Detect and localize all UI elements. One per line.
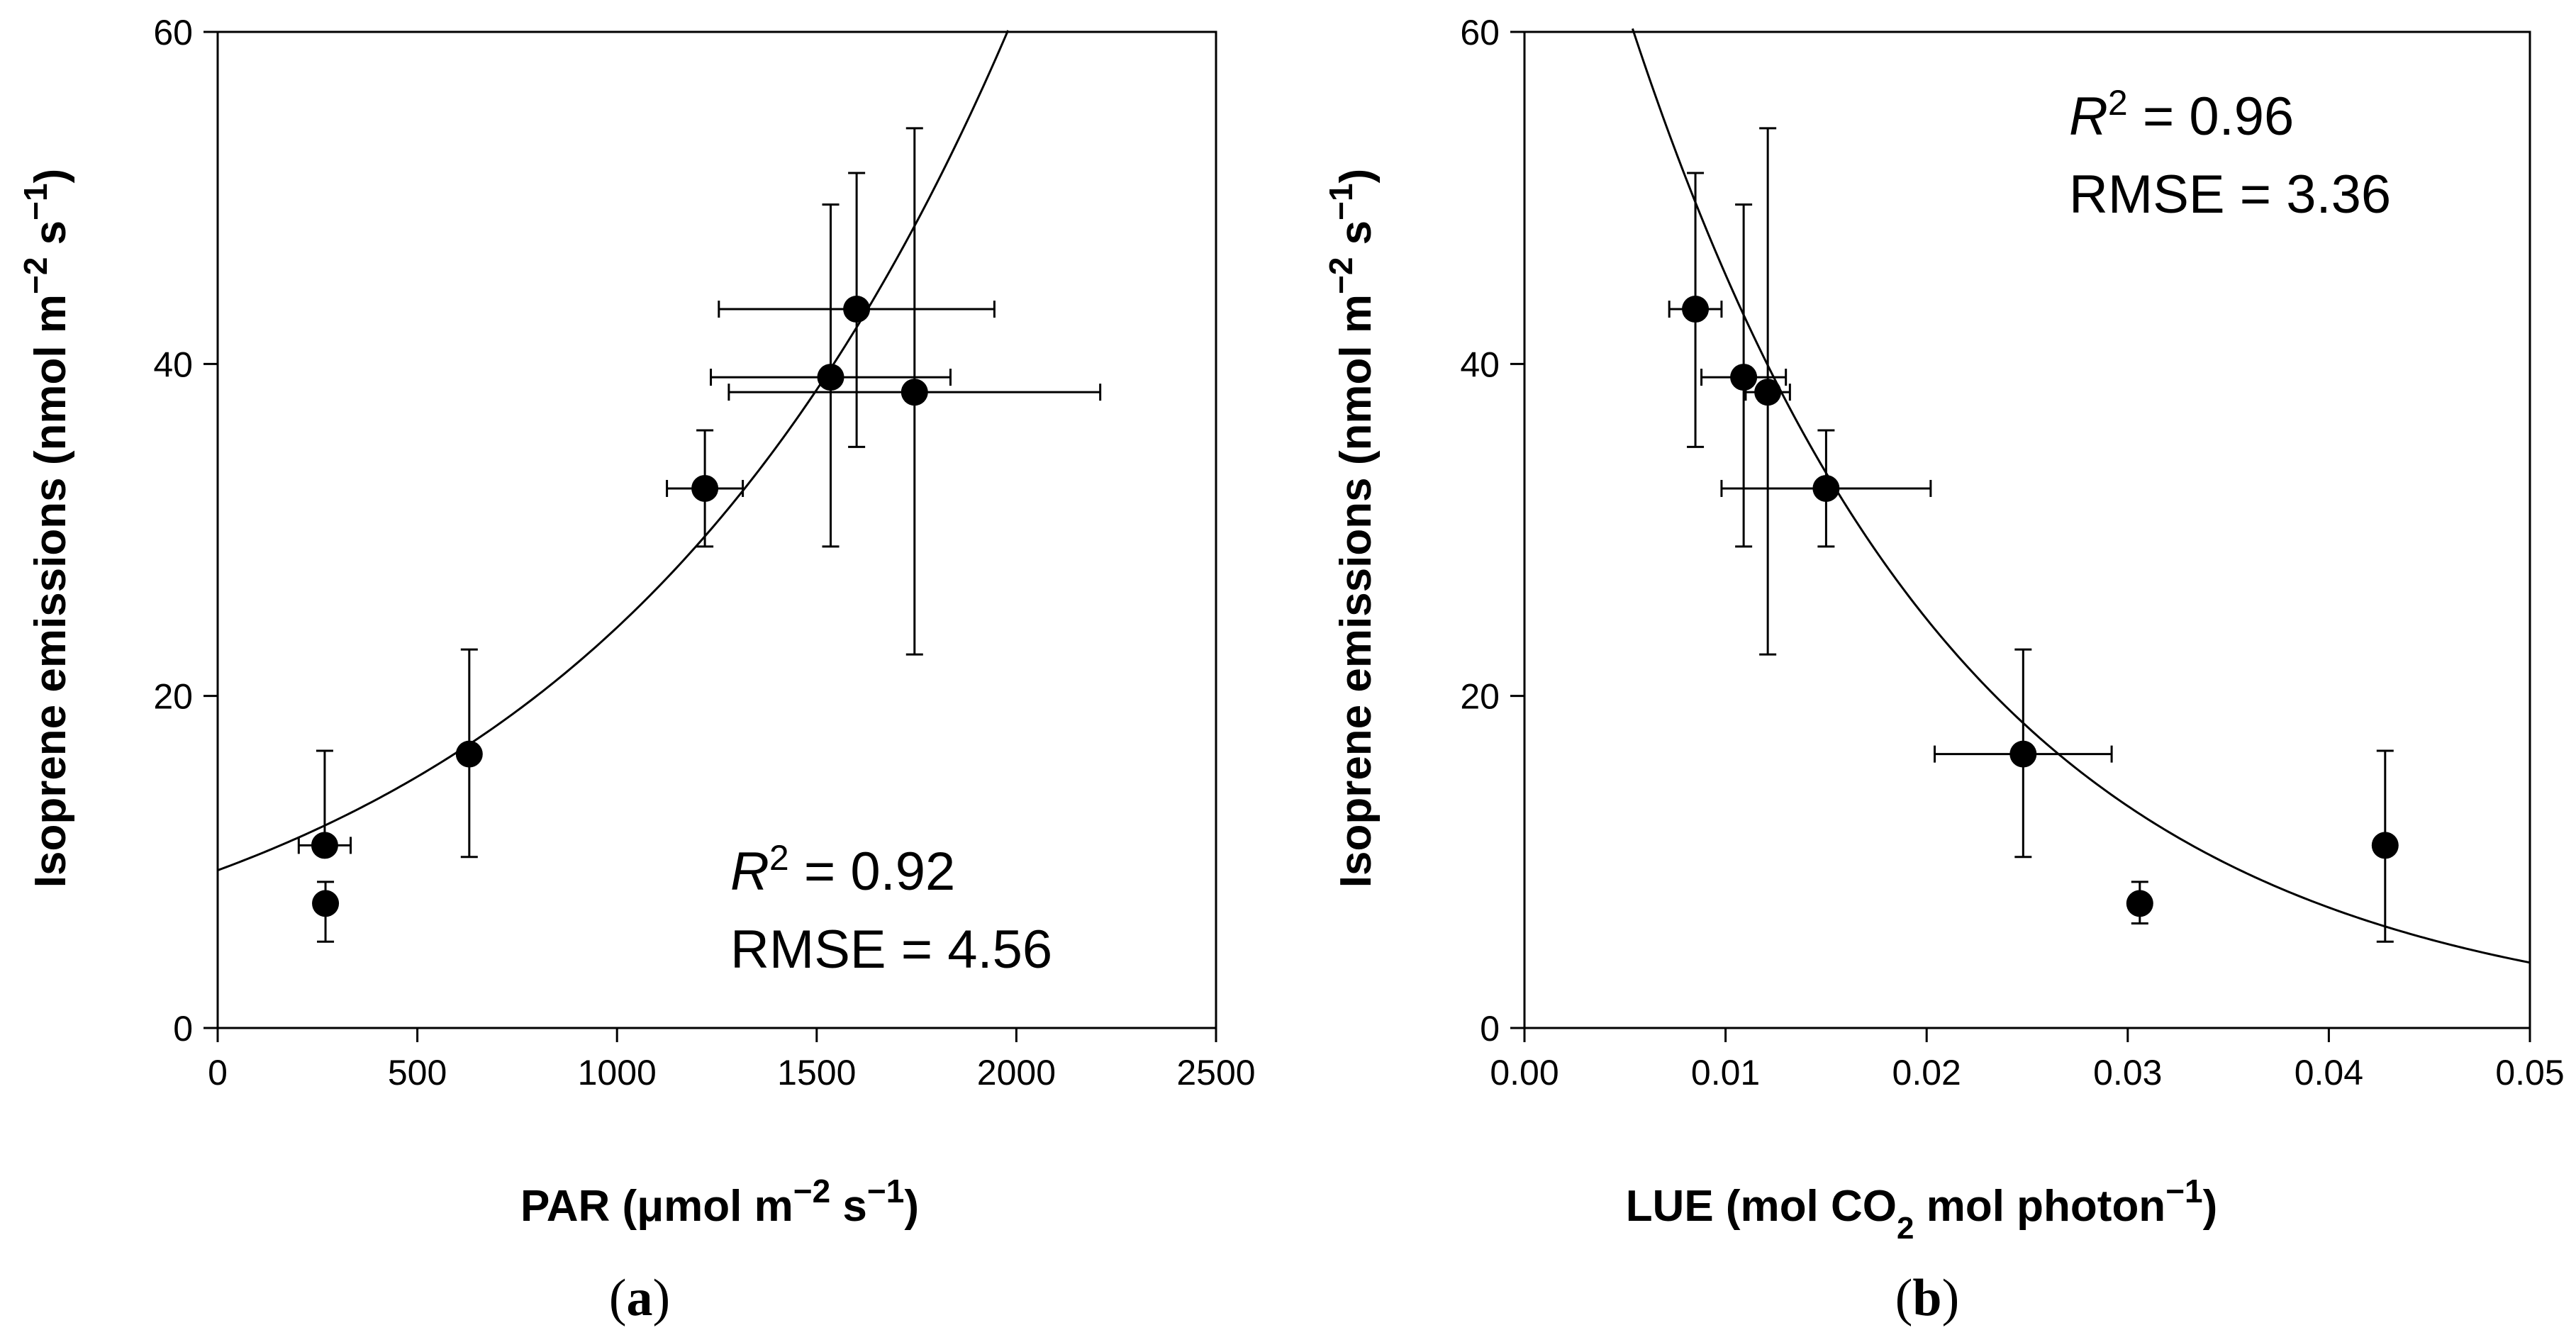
panel-b-y-tick-label: 40 xyxy=(1460,345,1500,384)
panel-b-data-point xyxy=(1682,296,1710,323)
panel-b-x-tick-label: 0.02 xyxy=(1892,1053,1961,1092)
panel-a-x-tick-label: 0 xyxy=(208,1053,228,1092)
panel-a-r-squared: R2 = 0.92 xyxy=(730,838,955,902)
panel-a-x-tick-label: 2000 xyxy=(977,1053,1056,1092)
panel-a-data-point xyxy=(455,740,483,768)
panel-b-plot-frame xyxy=(1523,30,2531,1029)
panel-a: 0 500 1000 1500 2000 2500 0 20 40 60 Isoprene emi… xyxy=(17,13,1256,1327)
panel-a-rmse: RMSE = 4.56 xyxy=(730,920,1052,980)
panel-a-y-tick-label: 60 xyxy=(153,13,193,52)
panel-b-x-tick-label: 0.00 xyxy=(1490,1053,1559,1092)
panel-b-fit-curve xyxy=(1632,28,2531,964)
panel-a-label: (a) xyxy=(609,1269,670,1327)
panel-b-y-tick-label: 0 xyxy=(1480,1009,1500,1049)
panel-a-marks xyxy=(217,30,1102,943)
panel-a-x-tick-label: 1500 xyxy=(777,1053,856,1092)
panel-b-data-point xyxy=(1730,364,1758,391)
panel-b-data-point xyxy=(2009,740,2037,768)
panel-b-data-point xyxy=(2126,890,2153,917)
panel-a-data-point xyxy=(901,379,928,406)
panel-a-data-point xyxy=(691,474,719,502)
panel-a-data-point xyxy=(311,832,338,859)
panel-a-fit-curve xyxy=(217,30,1010,871)
panel-b-r-squared: R2 = 0.96 xyxy=(2069,83,2294,147)
panel-b-label: (b) xyxy=(1895,1269,1959,1327)
panel-a-x-tick-label: 1000 xyxy=(578,1053,657,1092)
panel-b-y-axis-label: Isoprene emissions (nmol m−2 s−1) xyxy=(1322,169,1381,888)
panel-b-y-tick-label: 60 xyxy=(1460,13,1500,52)
panel-b-data-point xyxy=(1754,379,1782,406)
panel-a-data-point xyxy=(843,296,871,323)
panel-b-x-tick-label: 0.01 xyxy=(1691,1053,1760,1092)
panel-a-x-tick-label: 2500 xyxy=(1176,1053,1255,1092)
panel-a-data-point xyxy=(817,364,844,391)
panel-a-ticks: 0 500 1000 1500 2000 2500 0 20 40 60 xyxy=(153,13,1255,1092)
panel-b: 0.00 0.01 0.02 0.03 0.04 0.05 0 20 40 60 Isoprene… xyxy=(1322,13,2565,1327)
panel-a-y-axis-label: Isoprene emissions (nmol m−2 s−1) xyxy=(17,169,75,888)
panel-b-rmse: RMSE = 3.36 xyxy=(2069,164,2391,225)
panel-b-data-point xyxy=(2371,832,2399,859)
panel-b-x-axis-label: LUE (mol CO2 mol photon−1) xyxy=(1626,1173,2218,1246)
panel-b-x-tick-label: 0.04 xyxy=(2295,1053,2363,1092)
panel-a-y-tick-label: 0 xyxy=(173,1009,193,1049)
panel-b-data-point xyxy=(1812,474,1840,502)
panel-b-x-tick-label: 0.03 xyxy=(2093,1053,2162,1092)
panel-a-y-tick-label: 40 xyxy=(153,345,193,384)
panel-b-ticks: 0.00 0.01 0.02 0.03 0.04 0.05 0 20 40 60 xyxy=(1460,13,2564,1092)
panel-b-x-tick-label: 0.05 xyxy=(2495,1053,2564,1092)
panel-a-x-tick-label: 500 xyxy=(388,1053,447,1092)
panel-a-plot-frame xyxy=(216,30,1217,1029)
panel-a-y-tick-label: 20 xyxy=(153,677,193,717)
panel-a-x-axis-label: PAR (μmol m−2 s−1) xyxy=(520,1173,919,1231)
panel-a-data-point xyxy=(312,890,340,917)
panel-b-y-tick-label: 20 xyxy=(1460,677,1500,717)
